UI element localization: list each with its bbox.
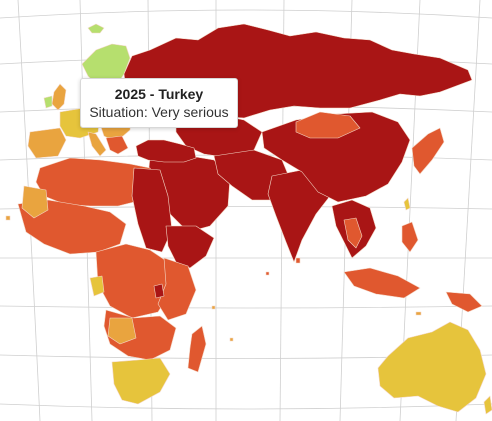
tooltip-title: 2025 - Turkey (114, 86, 204, 102)
country-egypt-sudan[interactable] (131, 167, 173, 253)
country-philippines[interactable] (401, 221, 419, 253)
country-east-africa[interactable] (157, 257, 197, 321)
country-south-africa[interactable] (111, 357, 171, 405)
country-mauritius[interactable] (229, 337, 234, 342)
country-horn-of-africa[interactable] (165, 225, 215, 269)
country-sahel[interactable] (21, 185, 49, 219)
country-iberia[interactable] (27, 127, 67, 159)
country-cape-verde[interactable] (5, 215, 11, 221)
country-tooltip: 2025 - Turkey Situation: Very serious (80, 78, 238, 128)
country-italy[interactable] (87, 131, 107, 157)
country-new-zealand[interactable] (483, 395, 492, 415)
country-china[interactable] (261, 111, 411, 203)
country-madagascar[interactable] (187, 325, 207, 373)
country-taiwan[interactable] (403, 197, 411, 211)
country-iceland[interactable] (87, 23, 105, 34)
country-west-africa[interactable] (17, 199, 127, 255)
country-timor[interactable] (415, 311, 422, 316)
country-angola-zambia[interactable] (107, 317, 137, 345)
tooltip-situation: Situation: Very serious (89, 104, 229, 120)
country-thailand[interactable] (343, 217, 363, 249)
country-balkans[interactable] (105, 135, 129, 155)
country-seychelles[interactable] (211, 305, 216, 310)
country-sri-lanka[interactable] (295, 257, 301, 264)
country-rwanda-burundi[interactable] (153, 283, 165, 299)
country-uk[interactable] (51, 83, 67, 111)
country-gabon[interactable] (89, 275, 105, 297)
country-mongolia[interactable] (295, 111, 361, 139)
country-australia[interactable] (377, 321, 487, 413)
country-turkey-highlighted[interactable] (135, 139, 197, 163)
country-korea-japan[interactable] (411, 127, 445, 175)
country-indonesia-malaysia[interactable] (343, 267, 421, 299)
country-png[interactable] (445, 291, 483, 313)
country-maldives[interactable] (265, 271, 270, 276)
country-ireland[interactable] (43, 95, 53, 109)
